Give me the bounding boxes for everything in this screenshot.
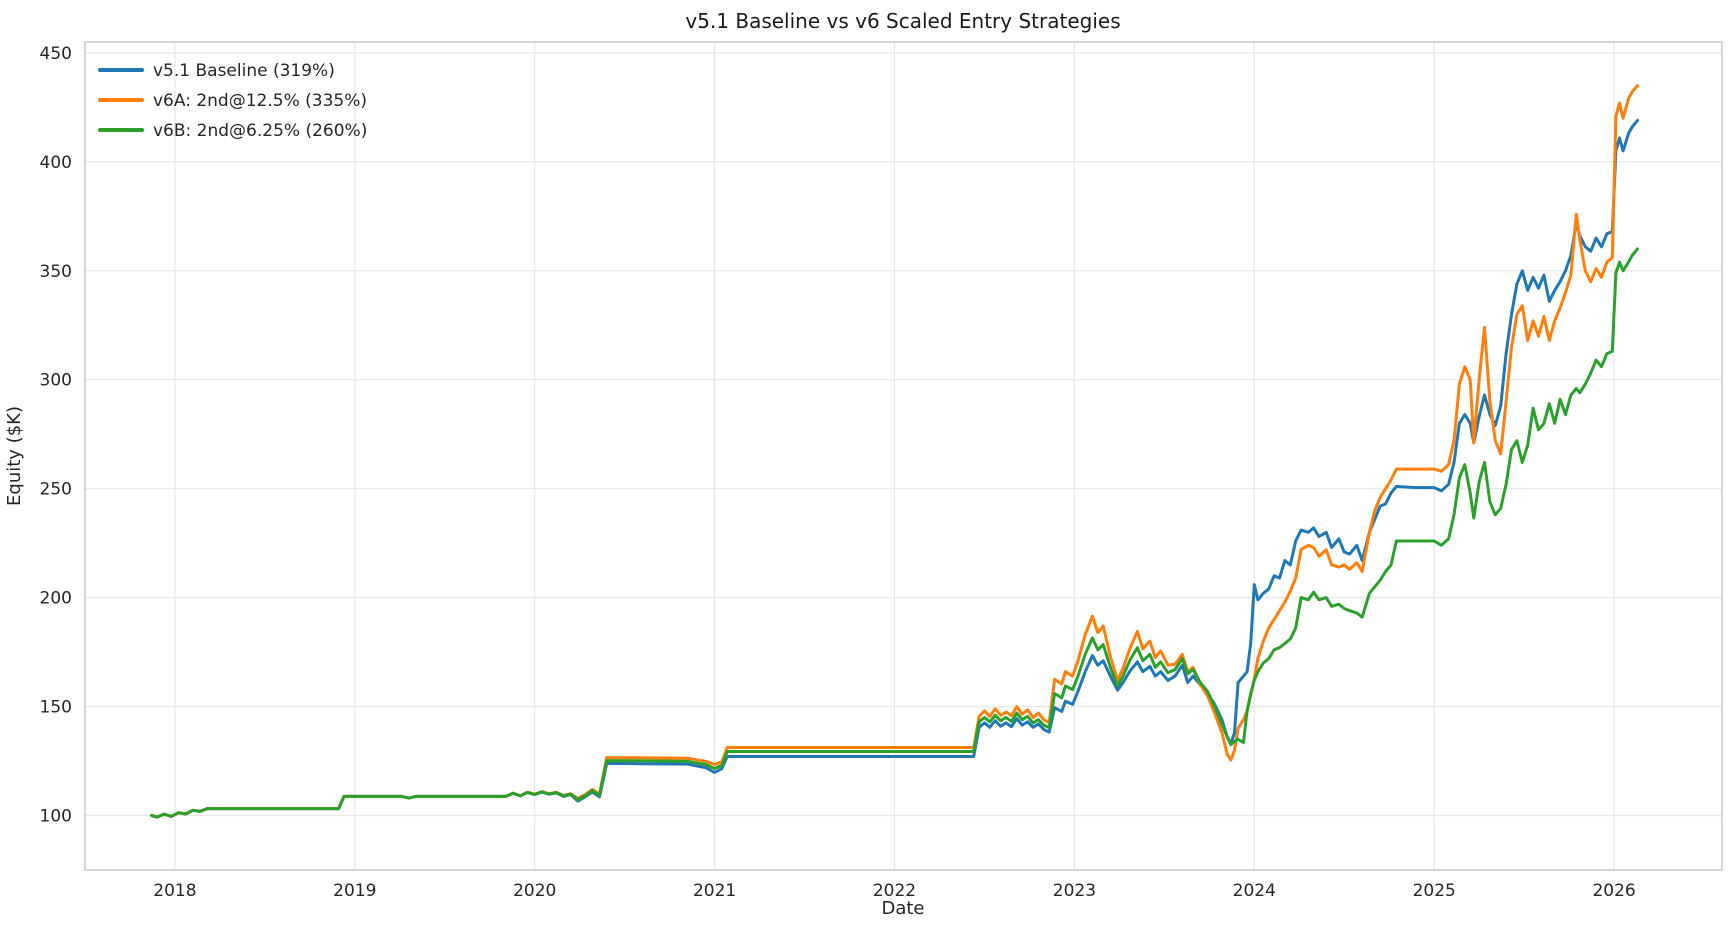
x-tick-label: 2025 <box>1413 881 1456 901</box>
x-tick-label: 2024 <box>1233 881 1276 901</box>
legend-label: v5.1 Baseline (319%) <box>153 61 335 81</box>
y-tick-label: 250 <box>40 480 72 500</box>
chart-title: v5.1 Baseline vs v6 Scaled Entry Strateg… <box>685 9 1120 33</box>
y-tick-label: 400 <box>40 153 72 173</box>
plot-border <box>84 41 1723 871</box>
legend: v5.1 Baseline (319%) v6A: 2nd@12.5% (335%… <box>98 61 367 141</box>
x-tick-label: 2018 <box>153 881 196 901</box>
y-tick-label: 150 <box>40 698 72 718</box>
x-tick-label: 2026 <box>1592 881 1635 901</box>
y-tick-label: 450 <box>40 44 72 64</box>
y-tick-label: 100 <box>40 807 72 827</box>
axis-tick-labels: 2018 2019 2020 2021 2022 2023 2024 2025 2026 100 1… <box>40 44 1636 901</box>
y-tick-label: 350 <box>40 262 72 282</box>
series-lines <box>150 84 1639 819</box>
x-tick-label: 2022 <box>873 881 916 901</box>
y-axis-label: Equity ($K) <box>4 406 25 506</box>
x-tick-label: 2019 <box>333 881 376 901</box>
x-tick-label: 2021 <box>693 881 736 901</box>
y-tick-label: 300 <box>40 371 72 391</box>
series-line-2 <box>150 247 1639 819</box>
y-tick-label: 200 <box>40 589 72 609</box>
x-tick-label: 2020 <box>513 881 556 901</box>
legend-label: v6B: 2nd@6.25% (260%) <box>153 121 367 141</box>
x-tick-label: 2023 <box>1053 881 1096 901</box>
x-axis-label: Date <box>881 898 924 919</box>
legend-label: v6A: 2nd@12.5% (335%) <box>153 91 367 111</box>
